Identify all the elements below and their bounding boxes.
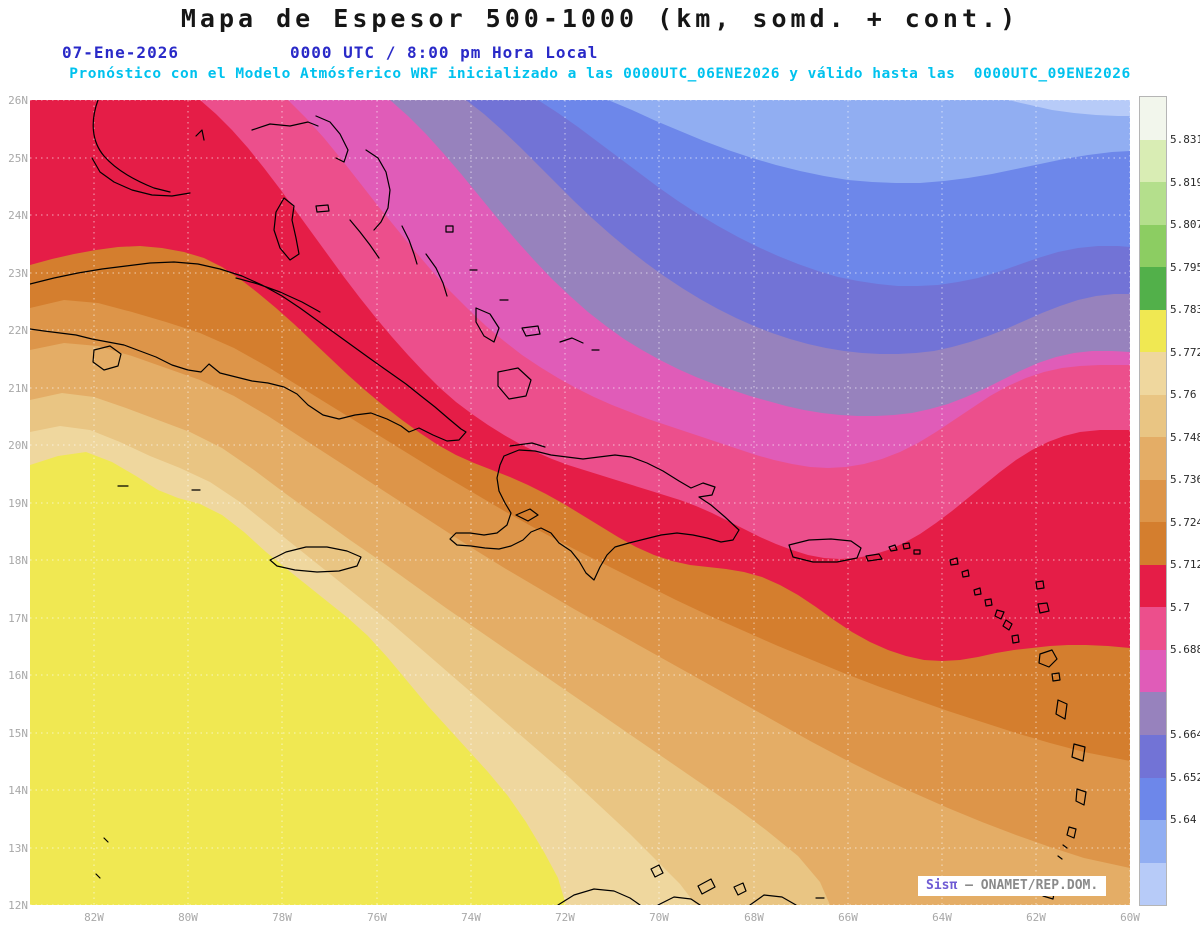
lat-label-13n: 13N bbox=[8, 842, 28, 855]
forecast-note: Pronóstico con el Modelo Atmósferico WRF… bbox=[69, 66, 1131, 82]
lon-label-78w: 78W bbox=[272, 911, 292, 924]
lon-label-68w: 68W bbox=[744, 911, 764, 924]
coastline-bahamas bbox=[251, 115, 600, 400]
lat-label-24n: 24N bbox=[8, 209, 28, 222]
valid-time: 0000 UTC / 8:00 pm Hora Local bbox=[290, 43, 599, 62]
colorbar-label-5831: 5.831 bbox=[1170, 133, 1200, 146]
colorbar-band-1 bbox=[1140, 139, 1166, 183]
lat-label-18n: 18N bbox=[8, 554, 28, 567]
colorbar-label-5712: 5.712 bbox=[1170, 558, 1200, 571]
colorbar-band-8 bbox=[1140, 437, 1166, 480]
coastline-florida bbox=[91, 100, 205, 197]
colorbar-label-5783: 5.783 bbox=[1170, 303, 1200, 316]
lat-label-21n: 21N bbox=[8, 382, 28, 395]
colorbar-band-10 bbox=[1140, 522, 1166, 565]
colorbar-label-5772: 5.772 bbox=[1170, 346, 1200, 359]
grid-lines bbox=[30, 100, 1130, 905]
lon-label-64w: 64W bbox=[932, 911, 952, 924]
colorbar-band-12 bbox=[1140, 607, 1166, 650]
coastlines bbox=[30, 100, 1087, 905]
lat-label-17n: 17N bbox=[8, 612, 28, 625]
coastline-lesser-antilles bbox=[949, 557, 1087, 900]
colorbar-band-14 bbox=[1140, 692, 1166, 735]
colorbar-band-5 bbox=[1140, 309, 1166, 353]
colorbar-band-15 bbox=[1140, 734, 1166, 778]
lat-label-16n: 16N bbox=[8, 669, 28, 682]
lon-label-70w: 70W bbox=[649, 911, 669, 924]
lat-label-22n: 22N bbox=[8, 324, 28, 337]
lat-label-12n: 12N bbox=[8, 899, 28, 912]
lat-label-25n: 25N bbox=[8, 152, 28, 165]
colorbar-band-3 bbox=[1140, 224, 1166, 268]
coastline-puerto-rico bbox=[788, 538, 921, 563]
lon-label-82w: 82W bbox=[84, 911, 104, 924]
band-below-5628 bbox=[1008, 100, 1130, 116]
lon-label-62w: 62W bbox=[1026, 911, 1046, 924]
lon-label-72w: 72W bbox=[555, 911, 575, 924]
colorbar-legend bbox=[1139, 96, 1167, 906]
colorbar-label-5736: 5.736 bbox=[1170, 473, 1200, 486]
lon-label-74w: 74W bbox=[461, 911, 481, 924]
lat-label-26n: 26N bbox=[8, 94, 28, 107]
colorbar-label-5652: 5.652 bbox=[1170, 771, 1200, 784]
colorbar-label-564: 5.64 bbox=[1170, 813, 1197, 826]
valid-date: 07-Ene-2026 bbox=[62, 43, 179, 62]
lon-label-76w: 76W bbox=[367, 911, 387, 924]
colorbar-band-6 bbox=[1140, 352, 1166, 395]
lon-label-66w: 66W bbox=[838, 911, 858, 924]
lat-label-23n: 23N bbox=[8, 267, 28, 280]
colorbar-band-2 bbox=[1140, 182, 1166, 225]
lat-label-19n: 19N bbox=[8, 497, 28, 510]
coastline-hispaniola bbox=[449, 442, 740, 581]
colorbar-band-0 bbox=[1140, 97, 1166, 140]
colorbar-band-9 bbox=[1140, 479, 1166, 523]
colorbar-label-5795: 5.795 bbox=[1170, 261, 1200, 274]
coastline-jamaica bbox=[269, 546, 362, 573]
colorbar-band-17 bbox=[1140, 820, 1166, 863]
colorbar-label-57: 5.7 bbox=[1170, 601, 1190, 614]
colorbar-band-16 bbox=[1140, 777, 1166, 821]
coastline-cuba bbox=[30, 261, 467, 442]
credit-org: – ONAMET/REP.DOM. bbox=[957, 878, 1099, 893]
credit-badge: Sisπ – ONAMET/REP.DOM. bbox=[918, 876, 1107, 896]
colorbar-label-5724: 5.724 bbox=[1170, 516, 1200, 529]
colorbar-label-576: 5.76 bbox=[1170, 388, 1197, 401]
colorbar-band-13 bbox=[1140, 649, 1166, 693]
colorbar-label-5748: 5.748 bbox=[1170, 431, 1200, 444]
grid-lat-lines bbox=[30, 100, 1130, 905]
colorbar-label-5807: 5.807 bbox=[1170, 218, 1200, 231]
thickness-map-canvas bbox=[30, 100, 1130, 905]
credit-brand: Sisπ bbox=[926, 878, 958, 893]
lat-label-20n: 20N bbox=[8, 439, 28, 452]
lon-label-80w: 80W bbox=[178, 911, 198, 924]
colorbar-band-11 bbox=[1140, 564, 1166, 608]
colorbar-label-5688: 5.688 bbox=[1170, 643, 1200, 656]
colorbar-band-18 bbox=[1140, 862, 1166, 906]
band-5628-5640 bbox=[608, 100, 1130, 183]
colorbar-label-5664: 5.664 bbox=[1170, 728, 1200, 741]
page-title: Mapa de Espesor 500-1000 (km, somd. + co… bbox=[180, 4, 1020, 33]
coastline-small-islands bbox=[95, 485, 201, 879]
lat-label-15n: 15N bbox=[8, 727, 28, 740]
colorbar-band-4 bbox=[1140, 267, 1166, 310]
colorbar-label-5819: 5.819 bbox=[1170, 176, 1200, 189]
lat-label-14n: 14N bbox=[8, 784, 28, 797]
grid-lon-lines bbox=[93, 100, 1130, 905]
lon-label-60w: 60W bbox=[1120, 911, 1140, 924]
colorbar-band-7 bbox=[1140, 394, 1166, 438]
coastline-south-america bbox=[557, 864, 825, 905]
